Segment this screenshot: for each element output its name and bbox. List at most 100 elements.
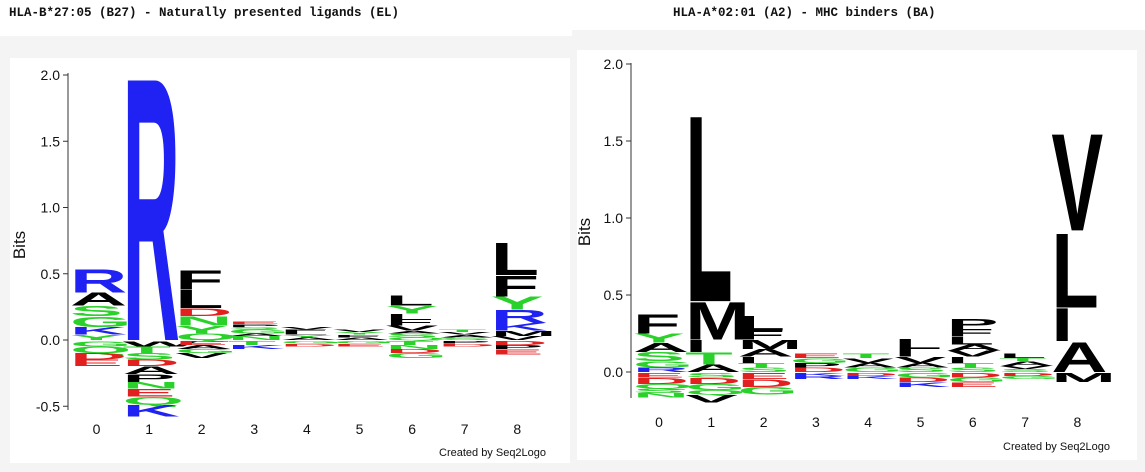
left-residue-G: G <box>70 314 132 331</box>
right-residue-A: A <box>999 360 1055 367</box>
left-x-ticks: 0 1 2 3 4 5 6 7 8 <box>93 421 522 437</box>
right-residue-L: L <box>947 335 994 347</box>
right-residue-V: V <box>895 355 947 365</box>
left-residue-M: M <box>491 329 557 337</box>
right-residue-T: T <box>999 357 1046 362</box>
right-x-ticks: 0 1 2 3 4 5 6 7 8 <box>655 414 1081 430</box>
right-residue-A: A <box>947 343 1003 353</box>
left-residue-T: T <box>386 340 434 346</box>
right-residue-P: P <box>790 362 842 369</box>
right-x-tick-label: 8 <box>1074 414 1082 430</box>
left-residue-G: G <box>280 340 342 344</box>
right-residue-A: A <box>1051 334 1107 382</box>
right-residue-M: M <box>1051 371 1116 385</box>
left-y-ticks: 2.0 1.5 1.0 0.5 0.0 -0.5 <box>36 67 68 414</box>
right-residue-F: F <box>633 309 680 340</box>
right-residue-D: D <box>895 376 951 383</box>
left-x-tick-label: 7 <box>461 421 469 437</box>
left-residue-E: E <box>123 387 176 399</box>
left-x-tick-label: 6 <box>408 421 416 437</box>
right-residue-Y: Y <box>633 331 685 345</box>
left-residue-N: N <box>386 344 443 350</box>
right-y-tick-label: 1.5 <box>604 133 624 149</box>
right-logo-title: HLA-A*02:01 (A2) - MHC binders (BA) <box>673 6 936 20</box>
left-residue-S: S <box>228 326 281 330</box>
left-residue-E: E <box>228 321 281 325</box>
right-residue-L: L <box>1051 210 1098 330</box>
left-residue-V: V <box>175 352 229 360</box>
left-residue-Y: Y <box>280 334 333 338</box>
right-residue-D: D <box>685 376 741 386</box>
right-residue-M: M <box>738 337 803 351</box>
left-residue-W: W <box>123 340 198 348</box>
left-residue-N: N <box>123 380 180 390</box>
right-residue-E: E <box>947 381 999 388</box>
left-residue-F: F <box>175 264 223 295</box>
left-residue-P: P <box>123 372 176 384</box>
left-residue-F: F <box>280 329 328 333</box>
left-residue-D: D <box>123 358 180 368</box>
left-residue-D: D <box>386 348 443 354</box>
left-residue-Q: Q <box>175 332 237 342</box>
left-residue-E: E <box>175 340 228 346</box>
right-residue-A: A <box>842 362 898 369</box>
left-residue-P: P <box>438 340 491 344</box>
left-residue-A: A <box>123 364 180 376</box>
right-residue-V: V <box>999 365 1051 370</box>
right-residue-K: K <box>895 381 951 388</box>
right-logo-columns: RGSAYFEDQSNATIMLSDGQVSTIAMFLEDGDPGEKRGAV… <box>633 59 1116 404</box>
left-residue-A: A <box>333 337 390 341</box>
left-y-tick-label: 0.5 <box>41 266 61 282</box>
right-residue-S: S <box>999 368 1051 373</box>
right-residue-T: T <box>842 352 890 359</box>
left-residue-Q: Q <box>70 345 132 355</box>
right-residue-S: S <box>633 350 685 364</box>
left-residue-G: G <box>228 328 290 334</box>
left-residue-A: A <box>386 330 443 334</box>
right-residue-L: L <box>685 59 732 358</box>
right-residue-I: I <box>738 355 760 365</box>
left-residue-N: N <box>175 314 232 328</box>
right-residue-V: V <box>947 349 999 359</box>
left-residue-E: E <box>491 348 544 356</box>
left-residue-A: A <box>438 334 495 338</box>
left-y-tick-label: -0.5 <box>36 398 60 414</box>
left-y-tick-label: 1.5 <box>41 133 61 149</box>
left-residue-P: P <box>491 344 544 350</box>
left-residue-Y: Y <box>386 304 439 316</box>
right-x-tick-label: 7 <box>1021 414 1029 430</box>
right-residue-F: F <box>738 328 785 342</box>
left-residue-G: G <box>386 352 448 360</box>
left-residue-T: T <box>438 329 486 333</box>
left-residue-P: P <box>228 323 281 327</box>
right-residue-I: I <box>947 355 969 365</box>
left-residue-D: D <box>438 343 495 347</box>
right-residue-G: G <box>842 366 902 373</box>
right-plot-area <box>577 50 1137 460</box>
right-residue-T: T <box>738 362 786 369</box>
left-residue-L: L <box>175 285 223 313</box>
left-residue-Y: Y <box>70 333 123 341</box>
right-residue-A: A <box>738 347 794 359</box>
left-residue-F: F <box>491 270 539 303</box>
left-y-tick-label: 2.0 <box>41 67 61 83</box>
right-x-tick-label: 3 <box>812 414 820 430</box>
right-x-tick-label: 5 <box>917 414 925 430</box>
right-residue-D: D <box>999 372 1055 377</box>
left-residue-D: D <box>175 306 232 318</box>
left-residue-D: D <box>70 351 127 361</box>
right-residue-S: S <box>895 366 947 373</box>
left-residue-Y: Y <box>491 293 544 314</box>
left-residue-Y: Y <box>333 331 386 335</box>
left-x-tick-label: 8 <box>513 421 521 437</box>
right-x-tick-label: 6 <box>969 414 977 430</box>
